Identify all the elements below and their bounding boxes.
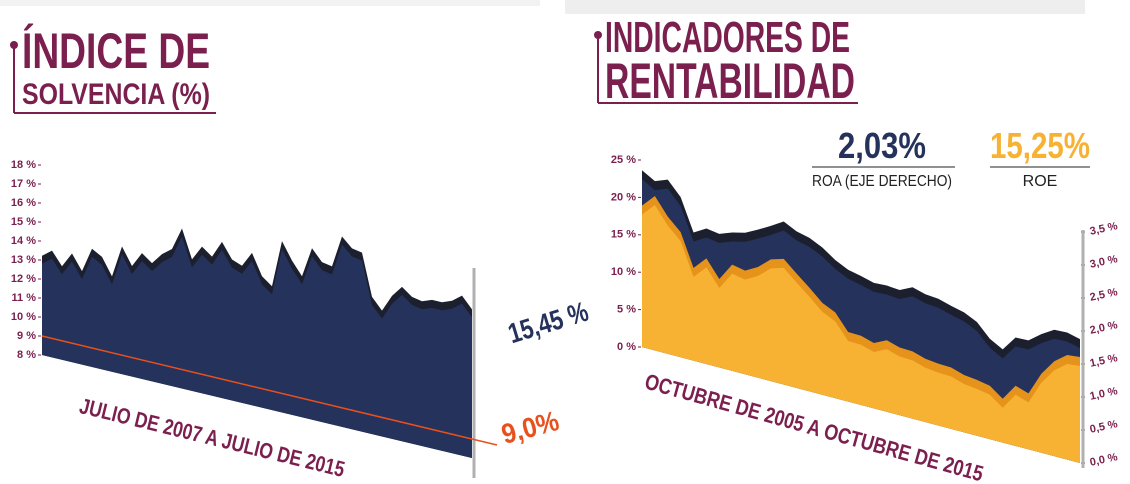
y-tick-label: 8 % — [17, 349, 36, 361]
annotation: 15,45 % — [504, 296, 592, 350]
y2-tick-label: 1,0 % — [1089, 385, 1119, 403]
legend-value: 15,25% — [990, 125, 1090, 166]
legend-label: ROE — [1023, 173, 1058, 190]
y2-tick-label: 3,0 % — [1089, 253, 1119, 271]
y-tick-label: 16 % — [11, 197, 36, 209]
y-tick-label: 17 % — [11, 178, 36, 190]
area — [642, 205, 1080, 463]
y-tick-label: 20 % — [611, 191, 636, 203]
y2-tick-label: 1,5 % — [1089, 352, 1119, 370]
y-tick-label: 25 % — [611, 154, 636, 166]
y-tick-label: 9 % — [17, 330, 36, 342]
reference-label: 9,0% — [498, 405, 562, 450]
y-tick-label: 15 % — [11, 216, 36, 228]
area — [42, 236, 472, 458]
y-tick-label: 15 % — [611, 229, 636, 241]
plots: 8 % 9 % 10 % 11 % 12 % 13 % 14 % 15 % 16 % 17 % 18… — [11, 154, 1119, 478]
title-dot — [10, 41, 18, 49]
y-tick-label: 10 % — [11, 311, 36, 323]
y2-tick-label: 0,0 % — [1089, 451, 1119, 469]
y2-tick-label: 0,5 % — [1089, 418, 1119, 436]
y-tick-label: 11 % — [12, 292, 37, 304]
legend-label: ROA (EJE DERECHO) — [812, 173, 952, 190]
y2-tick-label: 2,0 % — [1089, 319, 1119, 337]
y-tick-label: 5 % — [617, 304, 636, 316]
title-dot — [594, 31, 602, 39]
y-tick-label: 0 % — [617, 341, 636, 353]
y2-tick-label: 3,5 % — [1089, 220, 1119, 238]
y-tick-label: 12 % — [11, 273, 36, 285]
y-tick-label: 14 % — [11, 235, 36, 247]
chart-title: ÍNDICE DE — [22, 23, 210, 79]
y-tick-label: 10 % — [611, 266, 636, 278]
reference-line — [41, 335, 498, 446]
chart-title: INDICADORES DE — [605, 13, 850, 62]
y2-tick-label: 2,5 % — [1089, 286, 1119, 304]
chart-title: SOLVENCIA (%) — [22, 78, 210, 111]
chart-title: RENTABILIDAD — [605, 53, 855, 109]
y-tick-label: 18 % — [11, 159, 36, 171]
y-tick-label: 13 % — [11, 254, 36, 266]
header-band — [0, 0, 540, 6]
header-band — [565, 0, 1085, 14]
legend-value: 2,03% — [838, 125, 926, 166]
